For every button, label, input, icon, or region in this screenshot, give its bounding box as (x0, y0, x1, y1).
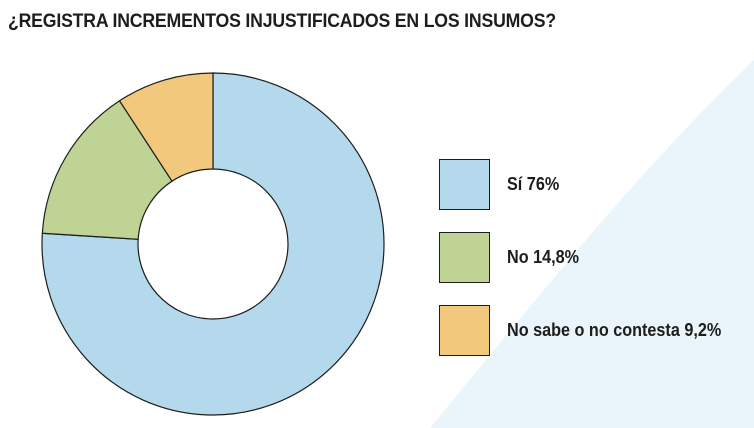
donut-slice-no-sabe (118, 72, 214, 183)
donut-slice-no (41, 99, 173, 240)
legend-swatch-no (439, 232, 490, 283)
legend-swatch-si (439, 159, 490, 210)
legend-label-no: No 14,8% (507, 247, 580, 267)
legend-item-si: Sí 76% (439, 159, 565, 210)
legend-item-no: No 14,8% (439, 232, 587, 283)
chart-title: ¿REGISTRA INCREMENTOS INJUSTIFICADOS EN … (8, 11, 556, 32)
legend-item-no-sabe: No sabe o no contesta 9,2% (439, 305, 745, 356)
legend-swatch-no-sabe (439, 305, 490, 356)
donut-slice-si (41, 72, 385, 416)
legend-label-si: Sí 76% (507, 174, 560, 194)
legend-label-no-sabe: No sabe o no contesta 9,2% (507, 320, 722, 340)
